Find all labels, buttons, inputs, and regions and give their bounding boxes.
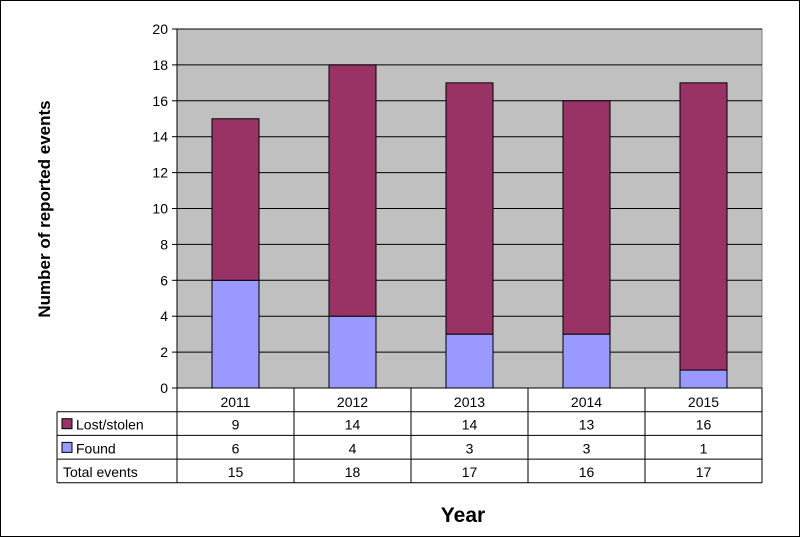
bar-lost-stolen-2012 bbox=[328, 64, 377, 317]
table-cell-found-2011: 6 bbox=[232, 440, 240, 456]
table-cell-total-2013: 17 bbox=[462, 464, 478, 480]
y-tick-label: 20 bbox=[152, 21, 168, 37]
table-cell-lost-2013: 14 bbox=[462, 417, 478, 433]
y-tick-label: 8 bbox=[160, 236, 168, 252]
table-header-2011: 2011 bbox=[220, 394, 250, 410]
y-tick-label: 14 bbox=[152, 129, 168, 145]
bar-lost-stolen-2014 bbox=[562, 100, 611, 335]
y-tick-label: 0 bbox=[160, 380, 168, 396]
legend-swatch-lost bbox=[61, 418, 73, 430]
table-cell-found-2013: 3 bbox=[466, 440, 474, 456]
y-axis: 0 2 4 6 8 10 12 14 16 18 20 bbox=[152, 21, 178, 396]
y-tick-label: 2 bbox=[160, 344, 168, 360]
table-cell-total-2012: 18 bbox=[345, 464, 361, 480]
y-tick-label: 18 bbox=[152, 57, 168, 73]
legend-swatch-found bbox=[61, 441, 73, 453]
table-cell-lost-2014: 13 bbox=[579, 417, 595, 433]
y-tick-label: 10 bbox=[152, 201, 168, 217]
table-header-2015: 2015 bbox=[688, 394, 719, 410]
table-cell-lost-2015: 16 bbox=[696, 417, 712, 433]
bar-found-2015 bbox=[679, 369, 728, 389]
y-axis-label: Number of reported events bbox=[35, 100, 54, 317]
table-row-label-lost: Lost/stolen bbox=[76, 417, 144, 433]
table-cell-total-2014: 16 bbox=[579, 464, 595, 480]
y-tick-label: 16 bbox=[152, 93, 168, 109]
bar-found-2013 bbox=[445, 333, 494, 389]
table-row-label-total: Total events bbox=[63, 464, 138, 480]
table-cell-lost-2012: 14 bbox=[345, 417, 361, 433]
table-cell-total-2011: 15 bbox=[228, 464, 244, 480]
y-tick-label: 4 bbox=[160, 308, 168, 324]
x-axis-label: Year bbox=[441, 504, 485, 527]
table-header-2014: 2014 bbox=[571, 394, 602, 410]
table-cell-total-2015: 17 bbox=[696, 464, 712, 480]
table-cell-found-2015: 1 bbox=[700, 440, 708, 456]
bar-lost-stolen-2011 bbox=[211, 118, 260, 281]
bars bbox=[177, 64, 762, 389]
bar-found-2014 bbox=[562, 333, 611, 389]
bar-found-2011 bbox=[211, 279, 260, 389]
table-cell-found-2014: 3 bbox=[583, 440, 591, 456]
table-header-2013: 2013 bbox=[454, 394, 485, 410]
y-tick-label: 12 bbox=[152, 165, 168, 181]
bar-found-2012 bbox=[328, 315, 377, 389]
table-cell-lost-2011: 9 bbox=[232, 417, 240, 433]
y-tick-label: 6 bbox=[160, 272, 168, 288]
table-row-label-found: Found bbox=[76, 440, 116, 456]
bar-lost-stolen-2015 bbox=[679, 82, 728, 371]
bar-lost-stolen-2013 bbox=[445, 82, 494, 335]
table-cell-found-2012: 4 bbox=[349, 440, 357, 456]
table-header-2012: 2012 bbox=[337, 394, 368, 410]
